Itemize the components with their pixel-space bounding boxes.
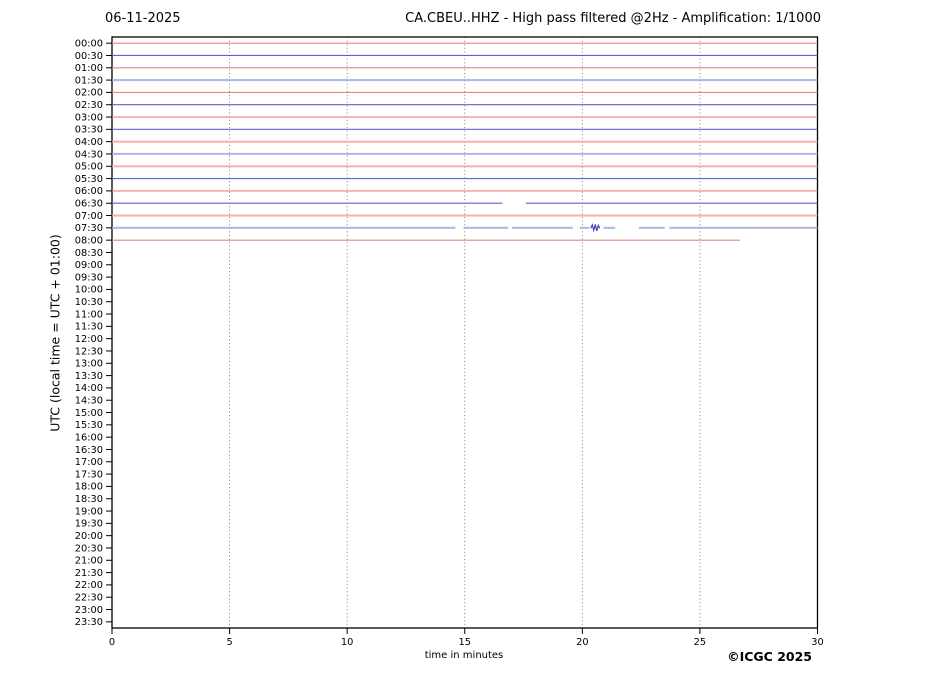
y-tick-label: 06:00 (75, 186, 103, 197)
copyright-label: ©ICGC 2025 (727, 649, 812, 664)
y-tick-label: 13:00 (75, 359, 103, 370)
y-tick-label: 21:00 (75, 556, 103, 567)
x-tick-label: 25 (694, 637, 706, 648)
y-tick-label: 05:00 (75, 162, 103, 173)
y-tick-label: 02:00 (75, 88, 103, 99)
y-tick-label: 22:30 (75, 593, 103, 604)
y-tick-label: 22:00 (75, 580, 103, 591)
y-tick-label: 04:30 (75, 149, 103, 160)
plot-title: CA.CBEU..HHZ - High pass filtered @2Hz -… (405, 11, 821, 26)
y-tick-label: 07:00 (75, 211, 103, 222)
y-tick-label: 04:00 (75, 137, 103, 148)
y-tick-label: 19:00 (75, 506, 103, 517)
y-tick-label: 01:00 (75, 63, 103, 74)
x-tick-label: 10 (341, 637, 353, 648)
y-tick-label: 13:30 (75, 371, 103, 382)
y-tick-label: 01:30 (75, 75, 103, 86)
y-tick-label: 03:00 (75, 112, 103, 123)
x-tick-label: 20 (576, 637, 588, 648)
x-tick-label: 15 (459, 637, 471, 648)
y-tick-label: 20:30 (75, 543, 103, 554)
y-tick-label: 11:00 (75, 309, 103, 320)
y-tick-label: 15:30 (75, 420, 103, 431)
y-tick-label: 00:00 (75, 38, 103, 49)
y-tick-label: 20:00 (75, 531, 103, 542)
y-tick-label: 12:30 (75, 346, 103, 357)
y-tick-label: 09:00 (75, 260, 103, 271)
y-tick-label: 03:30 (75, 125, 103, 136)
y-tick-label: 08:00 (75, 235, 103, 246)
y-tick-label: 23:30 (75, 617, 103, 628)
y-tick-label: 17:30 (75, 469, 103, 480)
y-tick-label: 18:30 (75, 494, 103, 505)
y-tick-label: 12:00 (75, 334, 103, 345)
y-tick-label: 08:30 (75, 248, 103, 259)
y-tick-label: 10:00 (75, 285, 103, 296)
y-tick-label: 09:30 (75, 272, 103, 283)
y-tick-label: 00:30 (75, 51, 103, 62)
y-tick-label: 21:30 (75, 568, 103, 579)
y-tick-label: 15:00 (75, 408, 103, 419)
y-tick-label: 07:30 (75, 223, 103, 234)
plot-date-label: 06-11-2025 (105, 11, 181, 26)
y-tick-label: 14:30 (75, 396, 103, 407)
y-tick-label: 06:30 (75, 199, 103, 210)
event-marker (590, 223, 601, 233)
y-tick-label: 14:00 (75, 383, 103, 394)
y-tick-label: 23:00 (75, 605, 103, 616)
y-tick-label: 02:30 (75, 100, 103, 111)
y-tick-label: 18:00 (75, 482, 103, 493)
y-tick-label: 16:30 (75, 445, 103, 456)
x-tick-label: 5 (226, 637, 232, 648)
x-tick-label: 30 (811, 637, 823, 648)
y-tick-label: 17:00 (75, 457, 103, 468)
y-tick-label: 19:30 (75, 519, 103, 530)
y-tick-label: 16:00 (75, 432, 103, 443)
y-tick-label: 10:30 (75, 297, 103, 308)
x-axis-label: time in minutes (424, 650, 504, 661)
x-tick-label: 0 (109, 637, 115, 648)
y-tick-label: 05:30 (75, 174, 103, 185)
y-tick-label: 11:30 (75, 322, 103, 333)
